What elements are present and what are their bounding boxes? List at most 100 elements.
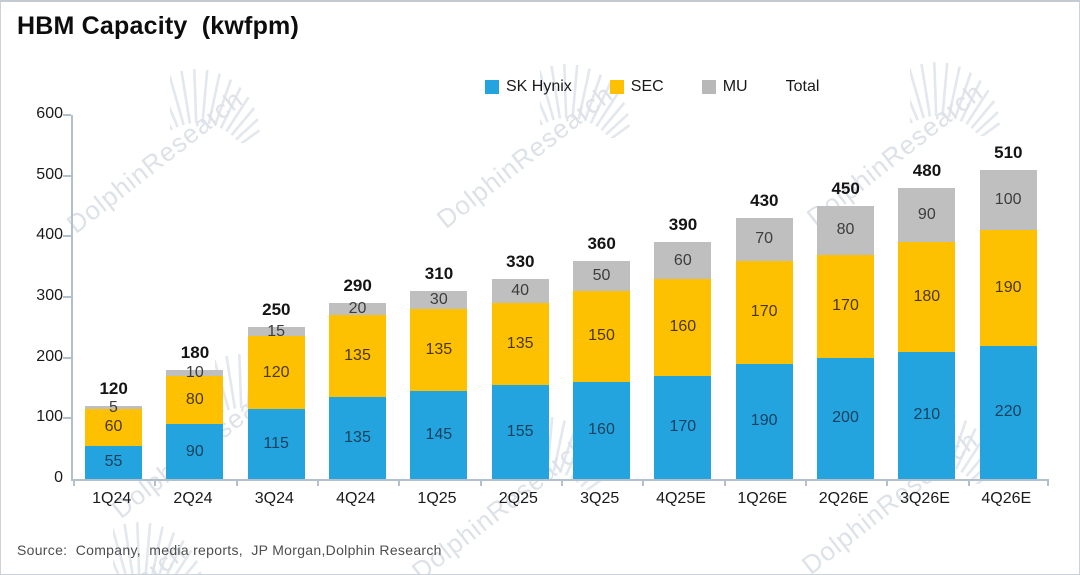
bar-segment-sec: 160 — [654, 278, 712, 376]
bar-column: 160 150 50 360 — [561, 115, 642, 479]
bar-segment-label: 135 — [425, 341, 453, 359]
bar-segment-sk-hynix: 115 — [247, 409, 305, 479]
bar-segment-label: 155 — [506, 422, 534, 440]
bar-segment-label: 100 — [994, 190, 1022, 208]
bar-segment-mu: 5 — [85, 399, 142, 415]
bar-segment-mu: 30 — [410, 290, 468, 310]
x-axis-tick — [1047, 479, 1049, 486]
x-axis-tick — [886, 479, 889, 486]
bar-segment-mu: 20 — [329, 300, 386, 318]
bar-segment-label: 90 — [185, 442, 204, 460]
bar-total-label: 510 — [994, 142, 1023, 162]
bar-segment-label: 135 — [506, 335, 534, 353]
bar-total-label: 480 — [912, 160, 942, 180]
bar-column: 190 170 70 430 — [724, 115, 805, 479]
bar-segment-label: 5 — [109, 398, 118, 416]
y-tick-label: 500 — [36, 165, 63, 183]
bar-column: 155 135 40 330 — [480, 115, 561, 479]
bar-segment-label: 115 — [263, 435, 289, 453]
bar-column: 145 135 30 310 — [398, 115, 479, 479]
bar-segment-sk-hynix: 170 — [654, 375, 712, 479]
x-axis-label: 2Q25 — [498, 490, 538, 507]
bar-segment-label: 70 — [755, 230, 774, 248]
legend-item-mu: MU — [701, 78, 748, 96]
x-axis-label: 4Q25E — [656, 490, 706, 507]
bar-total-label: 330 — [506, 251, 535, 271]
bar-segment-label: 20 — [348, 300, 367, 318]
bar-total-label: 310 — [424, 263, 454, 283]
bar-column: 170 160 60 390 — [642, 115, 723, 479]
x-axis-tick — [154, 479, 157, 486]
bar-total-label: 120 — [99, 379, 128, 399]
y-tick-label: 200 — [36, 347, 63, 365]
y-axis-tick — [63, 356, 71, 359]
x-axis-tick — [317, 479, 319, 486]
legend-item-total: Total — [786, 78, 820, 96]
x-axis-tick — [235, 479, 238, 486]
y-axis-tick — [63, 296, 71, 298]
bar-segment-label: 170 — [669, 418, 697, 436]
legend-item-sec: SEC — [609, 78, 664, 96]
bar-segment-sec: 135 — [329, 315, 386, 398]
bar-segment-mu: 40 — [491, 278, 549, 304]
x-axis-tick — [73, 479, 75, 486]
x-axis-tick — [723, 479, 726, 486]
bar-segment-label: 10 — [185, 363, 204, 381]
bar-segment-mu: 50 — [573, 260, 630, 291]
bar-segment-sec: 135 — [491, 303, 549, 385]
bar-segment-label: 160 — [669, 318, 697, 336]
legend: SK Hynix SEC MU Total — [485, 78, 819, 96]
bar-segment-sk-hynix: 145 — [410, 391, 468, 479]
y-axis-tick — [63, 235, 71, 238]
bar-segment-label: 210 — [913, 406, 941, 424]
bar-segment-sk-hynix: 135 — [329, 397, 386, 479]
bar-segment-sk-hynix: 200 — [817, 357, 874, 479]
y-tick-label: 600 — [36, 105, 63, 122]
bar-segment-mu: 15 — [247, 323, 305, 339]
bar-total-label: 250 — [262, 300, 291, 320]
bar-total-label: 450 — [831, 179, 860, 198]
y-tick-label: 0 — [54, 469, 63, 486]
x-axis-label: 4Q26E — [981, 490, 1032, 507]
bar-column: 90 80 10 180 — [154, 115, 235, 479]
source-note: Source: Company, media reports, JP Morga… — [17, 542, 442, 558]
y-axis-tick — [63, 174, 71, 177]
bar-column: 135 135 20 290 — [317, 115, 398, 479]
bar-segment-sec: 170 — [735, 260, 793, 364]
plot-area: 55 60 5 120 90 80 10 180 115 120 15 250 135 135 20 290 1… — [63, 114, 1049, 486]
bar-column: 115 120 15 250 — [236, 115, 317, 479]
bar-segment-sk-hynix: 55 — [85, 445, 142, 479]
bar-segment-label: 80 — [185, 391, 204, 409]
bar-segment-sk-hynix: 90 — [166, 424, 224, 479]
bar-segment-mu: 90 — [898, 187, 956, 243]
legend-label: MU — [722, 78, 748, 95]
bar-segment-sec: 170 — [817, 254, 874, 358]
bar-segment-sk-hynix: 160 — [573, 381, 630, 479]
bar-segment-label: 50 — [592, 266, 611, 284]
legend-item-sk-hynix: SK Hynix — [485, 78, 572, 96]
x-axis-label: 1Q26E — [737, 490, 788, 507]
bar-segment-sec: 180 — [898, 242, 956, 352]
bar-segment-sec: 60 — [85, 409, 142, 446]
bar-total-label: 180 — [180, 342, 210, 362]
bar-segment-label: 120 — [262, 363, 290, 381]
bar-segment-label: 60 — [673, 251, 692, 269]
x-axis-tick — [479, 479, 482, 486]
bar-segment-sec: 80 — [166, 375, 224, 425]
bar-column: 55 60 5 120 — [73, 115, 154, 479]
y-tick-label: 100 — [36, 408, 63, 426]
y-axis-tick — [63, 417, 71, 420]
bar-segment-label: 190 — [750, 412, 778, 430]
bar-segment-sec: 150 — [573, 290, 630, 382]
x-axis-label: 3Q26E — [900, 490, 950, 507]
bar-segment-label: 60 — [104, 418, 123, 436]
bar-segment-label: 145 — [425, 426, 453, 444]
x-axis-label: 2Q24 — [173, 490, 213, 507]
dolphin-logo-hatch-icon — [113, 522, 202, 574]
bar-segment-label: 55 — [104, 453, 123, 471]
chart-title: HBM Capacity (kwfpm) — [17, 12, 300, 40]
bar-segment-label: 220 — [994, 403, 1022, 421]
bar-segment-sec: 135 — [410, 309, 468, 392]
bar-segment-label: 135 — [344, 347, 371, 365]
bar-segment-mu: 10 — [166, 364, 224, 380]
